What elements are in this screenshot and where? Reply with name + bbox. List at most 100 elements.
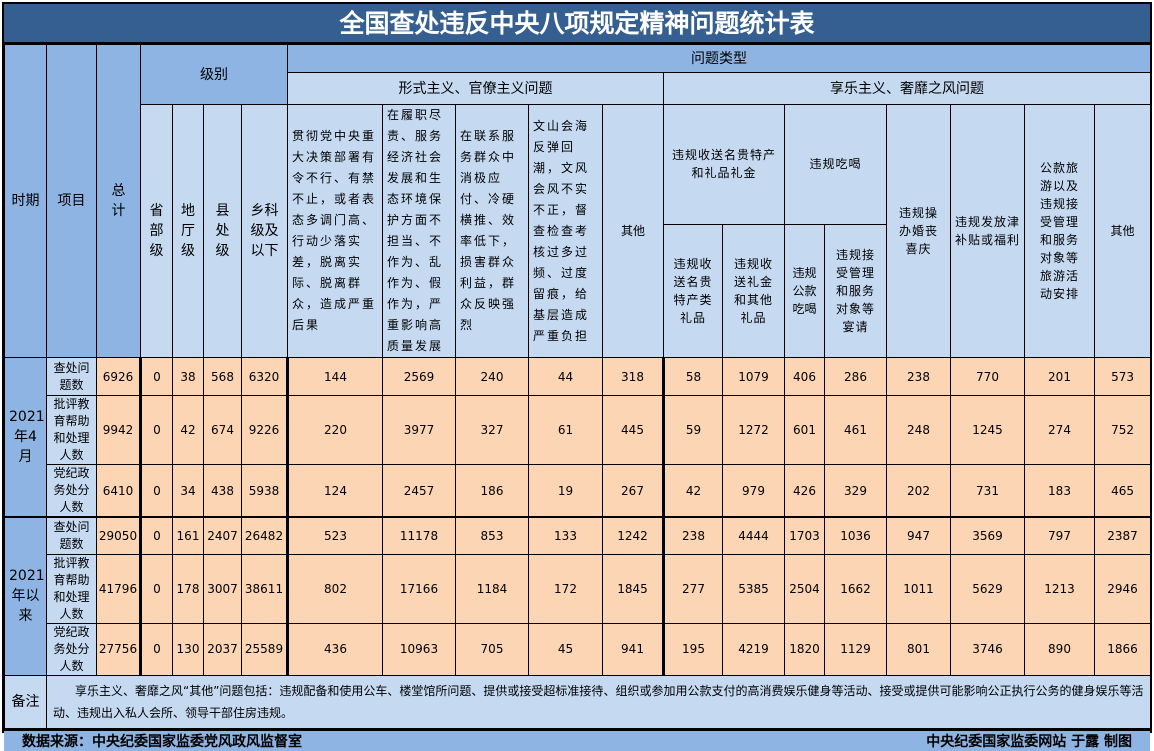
value-cell: 34 xyxy=(172,464,204,518)
value-cell: 29050 xyxy=(96,516,141,555)
value-cell: 2387 xyxy=(1093,516,1152,555)
value-cell: 3746 xyxy=(950,622,1025,676)
value-cell: 947 xyxy=(886,516,951,555)
value-cell: 2407 xyxy=(203,516,242,555)
value-cell: 6926 xyxy=(96,357,141,396)
header-hedonism-other: 其他 xyxy=(1093,104,1152,358)
value-cell: 59 xyxy=(662,395,723,465)
value-cell: 124 xyxy=(286,464,383,518)
value-cell: 0 xyxy=(139,464,173,518)
value-cell: 2569 xyxy=(382,357,456,396)
item-cell: 批评教育帮助和处理人数 xyxy=(46,553,97,624)
value-cell: 1272 xyxy=(722,395,785,465)
value-cell: 752 xyxy=(1093,395,1152,465)
header-level-prefecture: 地厅级 xyxy=(172,104,204,358)
value-cell: 286 xyxy=(824,357,887,396)
value-cell: 1079 xyxy=(722,357,785,396)
value-cell: 0 xyxy=(139,553,173,624)
header-gift-col: 违规收送名贵特产类礼品 xyxy=(663,223,723,359)
value-cell: 1845 xyxy=(602,553,664,624)
header-hedonism-col: 公款旅游以及违规接受管理和服务对象等旅游活动安排 xyxy=(1024,104,1095,358)
value-cell: 406 xyxy=(784,357,825,396)
value-cell: 568 xyxy=(203,357,242,396)
value-cell: 25589 xyxy=(241,622,288,676)
header-level: 级别 xyxy=(140,44,288,105)
value-cell: 238 xyxy=(886,357,951,396)
header-formalism: 形式主义、官僚主义问题 xyxy=(287,72,664,105)
value-cell: 327 xyxy=(455,395,529,465)
stats-table: 时期 项目 总计 级别 问题类型 形式主义、官僚主义问题 享乐主义、奢靡之风问题… xyxy=(4,44,1152,729)
header-period: 时期 xyxy=(4,44,47,358)
value-cell: 161 xyxy=(172,516,204,555)
value-cell: 44 xyxy=(528,357,603,396)
value-cell: 220 xyxy=(286,395,383,465)
value-cell: 186 xyxy=(455,464,529,518)
value-cell: 1820 xyxy=(784,622,825,676)
header-gift-col: 违规收送礼金和其他礼品 xyxy=(722,223,785,359)
value-cell: 4444 xyxy=(722,516,785,555)
value-cell: 202 xyxy=(886,464,951,518)
value-cell: 3569 xyxy=(950,516,1025,555)
data-rows: 2021年4月 查处问题数 6926 0 38 568 6320 144 2569 240 44 31… xyxy=(4,357,1152,676)
value-cell: 38611 xyxy=(241,553,288,624)
value-cell: 1245 xyxy=(950,395,1025,465)
item-cell: 查处问题数 xyxy=(46,357,97,396)
item-cell: 党纪政务处分人数 xyxy=(46,622,97,676)
value-cell: 0 xyxy=(139,516,173,555)
value-cell: 4219 xyxy=(722,622,785,676)
value-cell: 801 xyxy=(886,622,951,676)
value-cell: 1213 xyxy=(1024,553,1095,624)
table-row: 2021年以来 查处问题数 29050 0 161 2407 26482 523 11178 85… xyxy=(4,516,1152,676)
value-cell: 2037 xyxy=(203,622,242,676)
value-cell: 133 xyxy=(528,516,603,555)
value-cell: 17166 xyxy=(382,553,456,624)
header-level-township: 乡科级及以下 xyxy=(241,104,288,358)
value-cell: 705 xyxy=(455,622,529,676)
value-cell: 0 xyxy=(139,395,173,465)
value-cell: 2457 xyxy=(382,464,456,518)
value-cell: 802 xyxy=(286,553,383,624)
value-cell: 438 xyxy=(203,464,242,518)
value-cell: 890 xyxy=(1024,622,1095,676)
item-cell: 查处问题数 xyxy=(46,516,97,555)
value-cell: 465 xyxy=(1093,464,1152,518)
value-cell: 318 xyxy=(602,357,664,396)
value-cell: 674 xyxy=(203,395,242,465)
table-row: 批评教育帮助和处理人数 9942 0 42 674 9226 220 3977 327 61 445… xyxy=(5,395,1152,465)
value-cell: 1662 xyxy=(824,553,887,624)
value-cell: 178 xyxy=(172,553,204,624)
header-formalism-col: 贯彻党中央重大决策部署有令不行、有禁不止，或者表态多调门高、行动少落实差，脱离实… xyxy=(287,104,383,358)
value-cell: 731 xyxy=(950,464,1025,518)
value-cell: 979 xyxy=(722,464,785,518)
data-source: 数据来源：中央纪委国家监委党风政风监督室 xyxy=(22,733,302,750)
value-cell: 19 xyxy=(528,464,603,518)
table-row: 党纪政务处分人数 27756 0 130 2037 25589 436 10963 705 45 9… xyxy=(5,622,1152,676)
header-formalism-col: 文山会海反弹回潮，文风会风不实不正，督查检查考核过多过频、过度留痕，给基层造成严… xyxy=(528,104,603,358)
period-cell: 2021年以来 xyxy=(4,516,47,676)
header-total: 总计 xyxy=(96,44,141,358)
value-cell: 1184 xyxy=(455,553,529,624)
header-level-province: 省部级 xyxy=(140,104,173,358)
value-cell: 195 xyxy=(662,622,723,676)
value-cell: 523 xyxy=(286,516,383,555)
value-cell: 11178 xyxy=(382,516,456,555)
footer: 数据来源：中央纪委国家监委党风政风监督室 中央纪委国家监委网站 于露 制图 xyxy=(4,728,1150,751)
value-cell: 1242 xyxy=(602,516,664,555)
header-gift-group: 违规收送名贵特产和礼品礼金 xyxy=(663,104,785,225)
value-cell: 1129 xyxy=(824,622,887,676)
value-cell: 183 xyxy=(1024,464,1095,518)
value-cell: 329 xyxy=(824,464,887,518)
header-item: 项目 xyxy=(46,44,97,358)
value-cell: 5385 xyxy=(722,553,785,624)
value-cell: 248 xyxy=(886,395,951,465)
value-cell: 9226 xyxy=(241,395,288,465)
value-cell: 601 xyxy=(784,395,825,465)
value-cell: 3007 xyxy=(203,553,242,624)
value-cell: 445 xyxy=(602,395,664,465)
header-hedonism: 享乐主义、奢靡之风问题 xyxy=(662,72,1152,105)
value-cell: 6410 xyxy=(96,464,141,518)
item-cell: 批评教育帮助和处理人数 xyxy=(46,395,97,465)
value-cell: 1866 xyxy=(1093,622,1152,676)
value-cell: 130 xyxy=(172,622,204,676)
